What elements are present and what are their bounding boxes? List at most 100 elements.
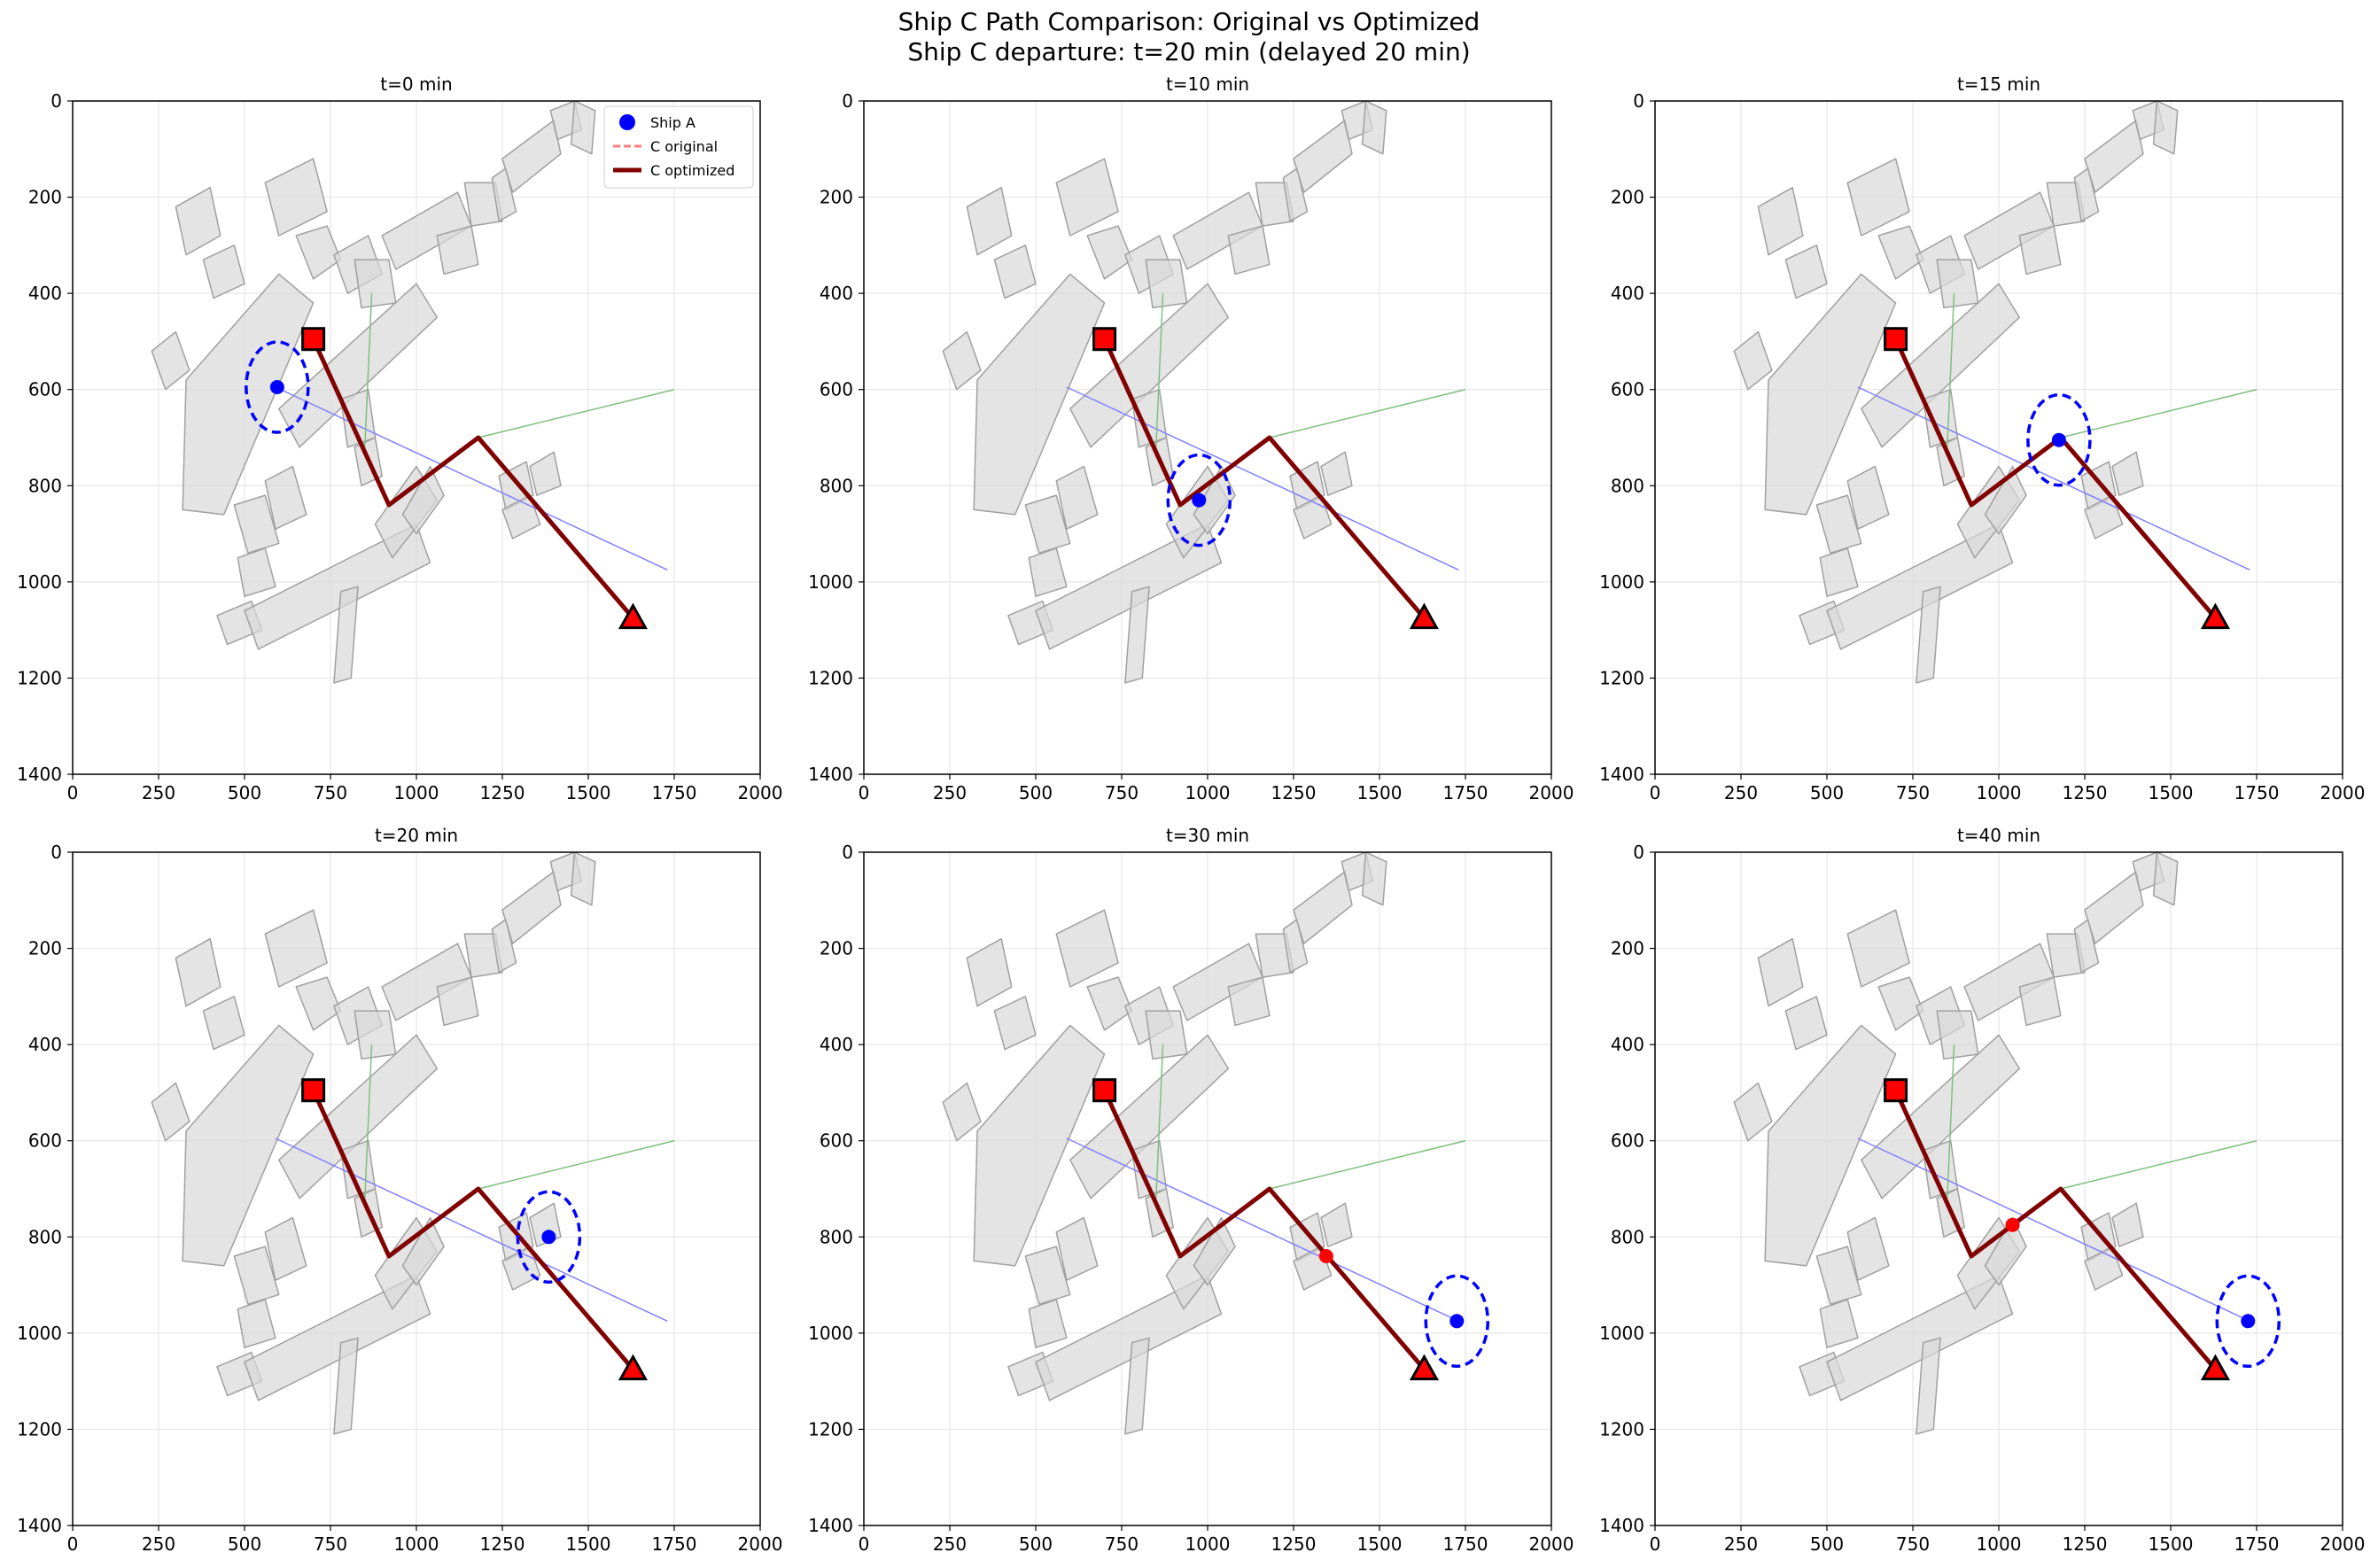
obstacle: [1764, 273, 1897, 516]
y-tick-label: 800: [820, 475, 853, 496]
chart-panel-6: 0 250 500 750 1000 1250 1500 1750 2000 0 200 400 600…: [1599, 825, 2365, 1555]
x-tick-label: 1500: [566, 782, 611, 803]
x-tick-label: 1750: [1443, 1533, 1488, 1555]
x-tick-label: 1000: [394, 782, 439, 803]
goal-marker: [2200, 1354, 2230, 1381]
obstacle: [1145, 259, 1188, 309]
obstacle: [244, 523, 431, 650]
obstacle: [1282, 167, 1309, 222]
y-tick-label: 1000: [1599, 571, 1644, 593]
obstacle: [1819, 1299, 1859, 1348]
y-tick-label: 600: [820, 379, 853, 400]
obstacle: [993, 245, 1037, 299]
obstacle: [1764, 1024, 1897, 1267]
ship-a-safety-zone: [2026, 392, 2092, 487]
start-marker: [301, 1078, 326, 1103]
x-tick-label: 750: [1105, 1533, 1138, 1555]
y-tick-label: 400: [28, 283, 62, 304]
ship-a-safety-zone: [1166, 453, 1232, 547]
x-tick-label: 1250: [1271, 782, 1317, 803]
obstacle: [966, 186, 1013, 256]
obstacle: [2084, 870, 2144, 944]
y-tick-label: 0: [51, 90, 62, 112]
obstacle: [1055, 465, 1099, 530]
obstacle: [2018, 976, 2062, 1027]
y-tick-label: 1000: [17, 1323, 62, 1344]
x-tick-label: 1000: [1977, 782, 2022, 803]
obstacle: [570, 101, 596, 155]
obstacle: [1320, 451, 1353, 496]
obstacle: [463, 933, 503, 978]
y-tick-label: 400: [1611, 1034, 1644, 1055]
plot-content: [942, 101, 1466, 684]
plot-content: [151, 101, 675, 684]
plot-content: [151, 852, 675, 1435]
obstacle: [1055, 158, 1119, 237]
obstacle: [244, 1274, 431, 1401]
ship-a-route: [1066, 386, 1459, 571]
y-tick-label: 0: [1633, 842, 1644, 863]
y-tick-label: 1200: [17, 1418, 62, 1440]
obstacle: [1024, 494, 1071, 555]
obstacle: [1815, 1246, 1862, 1306]
start-marker: [1092, 1078, 1117, 1103]
obstacle: [1846, 1216, 1890, 1281]
ship-a-marker: [541, 1230, 556, 1245]
x-tick-label: 1750: [652, 782, 697, 803]
y-tick-label: 1400: [808, 1515, 853, 1536]
ship-a-route: [1857, 1137, 2250, 1322]
x-tick-label: 2000: [2320, 1533, 2366, 1555]
x-tick-label: 1500: [566, 1533, 611, 1555]
x-tick-label: 750: [1105, 782, 1138, 803]
obstacle: [1255, 933, 1294, 978]
obstacle: [264, 1216, 307, 1281]
start-marker: [1884, 327, 1908, 352]
obstacle: [264, 158, 328, 237]
obstacle: [2046, 182, 2086, 227]
c-optimized-path: [311, 338, 635, 620]
x-tick-label: 1250: [1271, 1533, 1317, 1555]
y-tick-label: 800: [28, 475, 62, 496]
obstacle: [182, 273, 315, 516]
y-tick-label: 1200: [1599, 1418, 1644, 1440]
other-route: [364, 293, 373, 447]
obstacle: [1733, 1082, 1773, 1142]
x-tick-label: 250: [142, 782, 175, 803]
obstacle: [1227, 976, 1271, 1027]
obstacle: [1028, 547, 1068, 597]
x-tick-label: 500: [1019, 782, 1053, 803]
goal-marker: [618, 1354, 648, 1381]
y-tick-label: 1000: [17, 571, 62, 593]
other-route: [1947, 1044, 1955, 1199]
panel-title: t=10 min: [1166, 74, 1249, 95]
obstacle: [151, 330, 190, 391]
goal-marker: [618, 602, 648, 630]
panel-title: t=15 min: [1957, 74, 2040, 95]
obstacle: [1320, 1202, 1353, 1247]
obstacle: [2152, 852, 2179, 906]
obstacle: [354, 259, 397, 309]
y-tick-label: 1000: [808, 571, 853, 593]
x-tick-label: 1750: [652, 1533, 697, 1555]
x-tick-label: 750: [314, 782, 347, 803]
obstacle: [333, 1337, 359, 1435]
obstacle: [202, 245, 245, 299]
obstacle: [2046, 933, 2086, 978]
obstacle: [1055, 1216, 1099, 1281]
x-tick-label: 250: [933, 1533, 967, 1555]
y-tick-label: 800: [28, 1226, 62, 1247]
obstacle: [175, 186, 221, 256]
x-tick-label: 250: [1724, 1533, 1758, 1555]
obstacle: [1124, 1337, 1150, 1435]
obstacle: [2073, 167, 2100, 222]
x-tick-label: 0: [1650, 1533, 1661, 1555]
x-tick-label: 1000: [1977, 1533, 2022, 1555]
x-tick-label: 2000: [738, 1533, 783, 1555]
other-route: [1269, 1139, 1466, 1190]
c-optimized-path: [1893, 338, 2218, 620]
goal-marker: [1409, 602, 1439, 630]
obstacle: [501, 119, 562, 193]
goal-marker: [2200, 602, 2230, 630]
x-tick-label: 1250: [2063, 782, 2108, 803]
start-marker: [1092, 327, 1117, 352]
